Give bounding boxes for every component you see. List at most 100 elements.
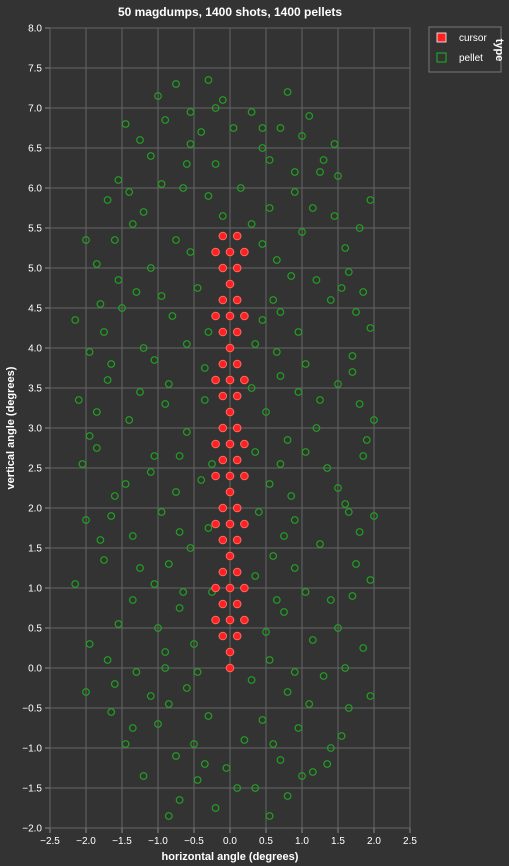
pellet-point (229, 124, 238, 132)
pellet-point (344, 508, 353, 516)
pellet-point (193, 776, 202, 784)
cursor-point (218, 423, 228, 433)
cursor-point (232, 231, 242, 241)
pellet-point (262, 628, 270, 636)
pellet-point (258, 144, 267, 152)
cursor-point (211, 583, 220, 593)
pellet-point (251, 448, 260, 456)
pellet-point (96, 536, 105, 544)
pellet-point (348, 352, 357, 360)
pellet-point (96, 300, 105, 308)
pellet-point (359, 452, 368, 460)
pellet-point (114, 276, 123, 284)
pellet-point (348, 368, 357, 376)
pellet-point (154, 92, 162, 100)
pellet-point (182, 160, 191, 168)
chart-title: 50 magdumps, 1400 shots, 1400 pellets (118, 5, 342, 19)
cursor-point (218, 455, 228, 465)
pellet-point (254, 508, 263, 516)
pellet-point (208, 460, 216, 468)
pellet-point (287, 272, 296, 280)
cursor-point (232, 599, 242, 609)
pellet-point (251, 572, 260, 580)
pellet-point (344, 704, 353, 712)
pellet-point (366, 196, 375, 204)
pellet-point (287, 492, 296, 500)
pellet-point (272, 596, 281, 604)
pellet-point (280, 608, 288, 616)
pellet-point (204, 328, 213, 336)
pellet-point (211, 804, 220, 812)
pellet-point (157, 292, 166, 300)
y-tick-label: 4.0 (28, 344, 42, 355)
pellet-point (85, 640, 94, 648)
cursor-point (218, 567, 228, 577)
pellet-point (103, 196, 112, 204)
pellet-point (359, 644, 368, 652)
pellet-point (85, 432, 94, 440)
pellet-point (344, 268, 353, 276)
pellet-point (312, 424, 321, 432)
pellet-point (182, 684, 191, 692)
pellet-point (341, 500, 350, 508)
cursor-point (232, 631, 242, 641)
pellet-point (146, 264, 155, 272)
y-tick-label: −1.0 (22, 744, 42, 755)
y-tick-label: 2.5 (28, 464, 42, 475)
pellet-point (247, 676, 256, 684)
pellet-point (308, 768, 317, 776)
pellet-point (247, 220, 256, 228)
pellet-point (298, 228, 306, 236)
y-tick-label: 7.5 (28, 64, 42, 75)
y-tick-label: 0.5 (28, 624, 42, 635)
pellet-point (290, 516, 299, 524)
pellet-point (114, 176, 123, 184)
cursor-point (211, 471, 220, 481)
pellet-point (71, 316, 80, 324)
pellet-point (334, 624, 342, 632)
pellet-point (337, 284, 346, 292)
cursor-point (225, 519, 235, 529)
cursor-point (211, 615, 220, 625)
pellet-point (85, 348, 94, 356)
x-tick-label: −2.0 (76, 836, 96, 847)
pellet-point (319, 672, 328, 680)
x-tick-label: 0.0 (223, 836, 237, 847)
plot-frame (49, 27, 411, 829)
pellet-point (352, 308, 360, 316)
pellet-point (168, 312, 177, 320)
pellet-point (294, 724, 303, 732)
pellet-point (146, 152, 155, 160)
pellet-point (110, 492, 119, 500)
y-tick-label: 7.0 (28, 104, 42, 115)
pellet-point (154, 624, 162, 632)
cursor-point (225, 487, 235, 497)
cursor-point (240, 519, 249, 529)
cursor-point (218, 359, 228, 369)
cursor-point (240, 615, 249, 625)
cursor-point (225, 647, 235, 657)
pellet-point (355, 400, 364, 408)
pellet-point (366, 692, 375, 700)
pellet-point (265, 480, 274, 488)
pellet-point (276, 124, 285, 132)
pellet-point (276, 372, 285, 380)
y-tick-label: 1.5 (28, 544, 42, 555)
cursor-point (240, 471, 249, 481)
pellet-point (128, 220, 137, 228)
x-tick-label: −1.0 (148, 836, 168, 847)
pellet-point (164, 812, 173, 820)
cursor-point (218, 599, 228, 609)
pellet-point (269, 552, 278, 560)
pellet-point (92, 444, 101, 452)
pellet-point (107, 360, 116, 368)
y-tick-label: 2.0 (28, 504, 42, 515)
cursor-point (225, 583, 235, 593)
cursor-point (240, 375, 249, 385)
pellet-point (355, 224, 364, 232)
pellet-point (283, 792, 292, 800)
cursor-point (218, 327, 228, 337)
pellet-point (280, 532, 288, 540)
pellet-point (161, 664, 170, 672)
pellet-point (186, 544, 195, 552)
